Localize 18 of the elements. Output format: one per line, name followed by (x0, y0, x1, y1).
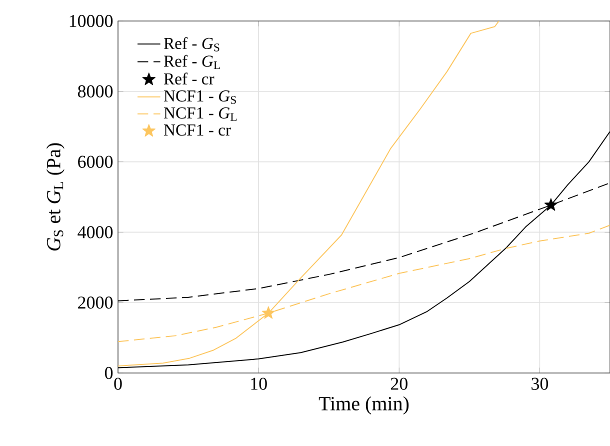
y-tick-label: 2000 (78, 296, 113, 309)
y-tick-label: 10000 (70, 14, 113, 28)
legend-label: Ref - cr (164, 72, 214, 85)
y-tick-label: 8000 (78, 85, 113, 98)
legend-label: Ref - G$_{L}$ (164, 54, 220, 70)
y-tick-label: 4000 (78, 226, 113, 238)
x-tick-label: 10 (251, 378, 267, 390)
x-tick-label: 0 (114, 378, 122, 390)
legend-label: NCF1 - G$_{L}$ (164, 107, 237, 121)
x-tick-label: 20 (390, 378, 408, 390)
legend-label: NCF1 - cr (164, 124, 231, 136)
legend-label: Ref - G$_{S}$ (164, 37, 220, 52)
y-tick-label: 0 (104, 366, 113, 380)
y-tick-label: 6000 (78, 156, 113, 168)
legend-label: NCF1 - G$_{S}$ (164, 90, 236, 104)
y-axis-title: G$_{S}$ et G$_{L}$ (Pa) (46, 143, 64, 251)
x-tick-label: 30 (532, 378, 548, 390)
x-axis-title: Time (min) (318, 396, 409, 414)
